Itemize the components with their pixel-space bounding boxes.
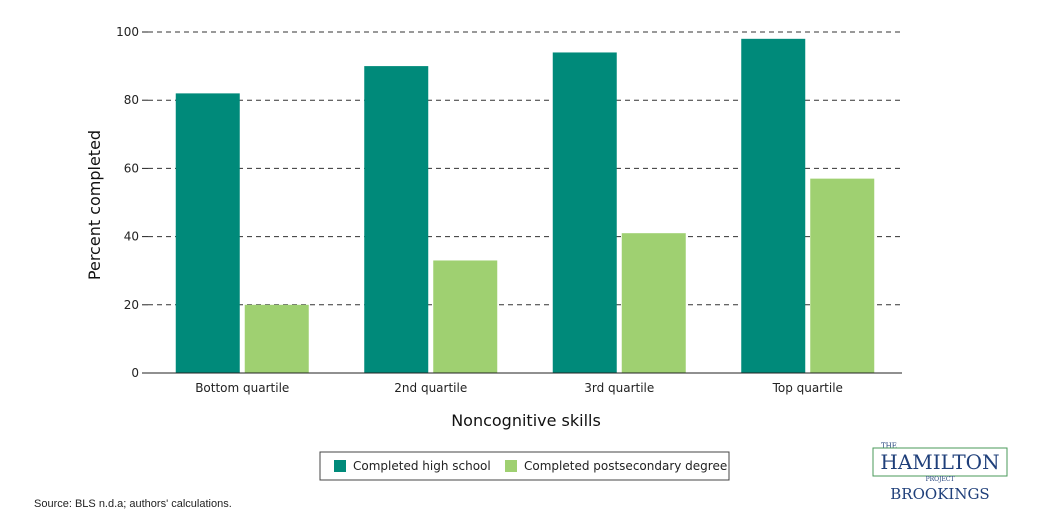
legend-label-high-school: Completed high school: [353, 459, 491, 473]
x-tick-label: Bottom quartile: [195, 381, 289, 395]
logo-brookings: BROOKINGS: [890, 485, 989, 503]
logo-the: THE: [881, 442, 897, 450]
bar-postsecondary: [810, 178, 875, 373]
y-tick-label: 40: [124, 230, 139, 244]
legend-box: [319, 451, 730, 481]
x-axis-title: Noncognitive skills: [451, 411, 601, 430]
x-tick-label: Top quartile: [772, 381, 843, 395]
bar-high-school: [175, 93, 240, 373]
x-tick-labels: Bottom quartile 2nd quartile 3rd quartile T…: [195, 381, 843, 395]
y-tick-labels: 0 20 40 60 80 100: [116, 25, 148, 380]
bars: [175, 38, 875, 374]
y-tick-label: 100: [116, 25, 139, 39]
y-tick-label: 60: [124, 161, 139, 175]
y-tick-label: 0: [131, 366, 139, 380]
legend: Completed high school Completed postseco…: [319, 451, 730, 481]
y-tick-label: 80: [124, 93, 139, 107]
x-tick-label: 3rd quartile: [584, 381, 654, 395]
legend-swatch-postsecondary: [505, 460, 517, 472]
bar-postsecondary: [433, 260, 498, 373]
y-axis-title: Percent completed: [85, 130, 104, 280]
logo-frame: [872, 447, 1008, 477]
x-tick-label: 2nd quartile: [394, 381, 467, 395]
bar-postsecondary: [244, 304, 309, 373]
bar-high-school: [552, 52, 617, 374]
legend-swatch-high-school: [334, 460, 346, 472]
y-tick-label: 20: [124, 298, 139, 312]
bar-postsecondary: [621, 233, 686, 373]
bar-high-school: [364, 66, 429, 373]
logo-hamilton: HAMILTON: [880, 450, 999, 474]
hamilton-project-brookings-logo: THE HAMILTON PROJECT BROOKINGS: [872, 442, 1008, 503]
logo-project: PROJECT: [926, 476, 955, 483]
legend-label-postsecondary: Completed postsecondary degree: [524, 459, 727, 473]
source-note: Source: BLS n.d.a; authors' calculations…: [34, 498, 232, 510]
bar-high-school: [741, 38, 806, 373]
